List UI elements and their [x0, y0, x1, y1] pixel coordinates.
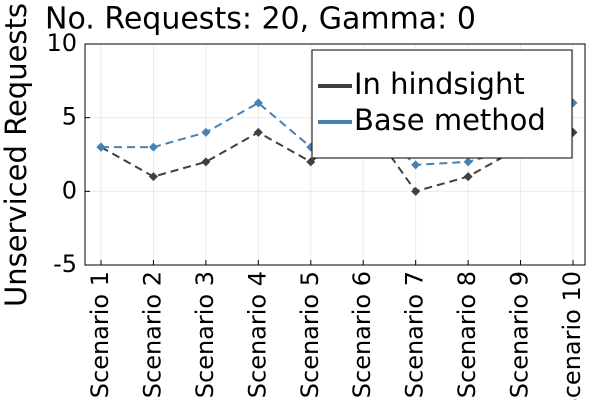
legend-box	[311, 49, 573, 159]
y-tick-label: 10	[46, 29, 77, 57]
marker	[411, 160, 421, 170]
y-tick-label: -5	[53, 250, 77, 278]
legend-label: In hindsight	[354, 67, 525, 101]
y-tick-label: 5	[62, 103, 77, 131]
plot-frame	[84, 43, 586, 266]
x-tick-label: Scenario 10	[558, 271, 586, 400]
x-tick-label: Scenario 1	[86, 271, 114, 398]
x-tick-label: Scenario 7	[401, 271, 429, 398]
marker	[148, 172, 158, 182]
x-tick-label: Scenario 3	[191, 271, 219, 398]
y-tick-label: 0	[62, 176, 77, 204]
x-tick-label: Scenario 9	[506, 271, 534, 398]
marker	[148, 142, 158, 152]
x-tick-label: Scenario 6	[348, 271, 376, 398]
marker	[306, 157, 316, 167]
y-axis-label: Unserviced Requests	[0, 3, 33, 307]
marker	[253, 127, 263, 137]
legend-label: Base method	[354, 103, 546, 137]
x-tick-label: Scenario 2	[138, 271, 166, 398]
marker	[253, 98, 263, 108]
chart-title: No. Requests: 20, Gamma: 0	[45, 2, 476, 37]
marker	[96, 142, 106, 152]
marker	[463, 157, 473, 167]
x-tick-label: Scenario 8	[453, 271, 481, 398]
x-tick-label: Scenario 4	[243, 271, 271, 398]
marker	[411, 186, 421, 196]
marker	[201, 127, 211, 137]
marker	[201, 157, 211, 167]
marker	[463, 172, 473, 182]
x-tick-label: Scenario 5	[296, 271, 324, 398]
